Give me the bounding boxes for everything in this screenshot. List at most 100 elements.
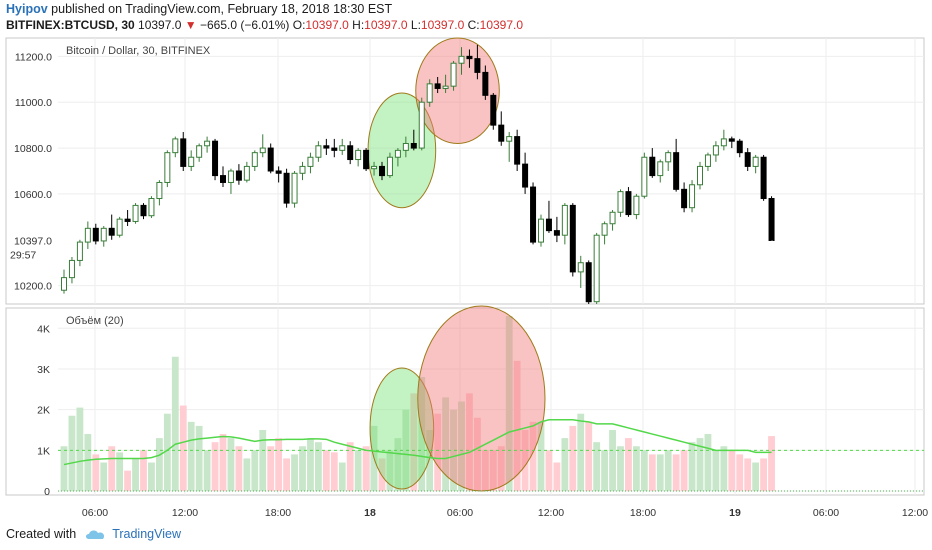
candle-body xyxy=(514,136,521,165)
volume-bar xyxy=(497,446,505,491)
volume-bar xyxy=(481,450,489,491)
close-label: C: xyxy=(467,18,480,32)
volume-bar xyxy=(203,450,211,491)
volume-bar xyxy=(116,452,124,491)
volume-bar xyxy=(513,360,521,491)
volume-bar xyxy=(338,462,346,491)
candle-body xyxy=(100,227,107,242)
candle-body xyxy=(498,124,505,142)
candle-body xyxy=(538,218,544,243)
volume-bar xyxy=(704,434,712,491)
y-tick-label: 2K xyxy=(37,405,50,417)
volume-bar xyxy=(267,446,275,491)
candle-body xyxy=(394,149,401,158)
volume-bar xyxy=(259,429,267,491)
candle-body xyxy=(339,145,346,151)
candle-body xyxy=(760,156,767,200)
candle-body xyxy=(212,140,219,177)
author-name[interactable]: Hyipov xyxy=(6,2,48,16)
y-tick-label: 0 xyxy=(44,486,50,498)
volume-bar xyxy=(474,417,481,491)
volume-bar xyxy=(362,446,370,491)
volume-bar xyxy=(68,415,76,491)
candle-body xyxy=(704,154,711,167)
candle-body xyxy=(697,165,703,186)
volume-bar xyxy=(211,442,219,491)
candle-body xyxy=(649,156,656,177)
candle-body xyxy=(371,165,378,170)
volume-bar xyxy=(752,462,760,491)
candle-body xyxy=(204,140,211,147)
volume-ma-line xyxy=(63,419,772,466)
candle-body xyxy=(220,175,226,183)
candle-body xyxy=(164,152,171,183)
volume-bar xyxy=(354,450,362,491)
volume-bar xyxy=(275,438,283,491)
volume-pane-title: Объём (20) xyxy=(66,315,124,327)
candle-body xyxy=(450,62,457,87)
candle-body xyxy=(768,198,775,241)
candle-body xyxy=(402,142,409,151)
candle-body xyxy=(736,140,743,154)
candle-body xyxy=(227,170,234,183)
candle-body xyxy=(506,136,513,142)
volume-bar xyxy=(537,421,545,491)
candle-body xyxy=(577,262,584,273)
candle-body xyxy=(752,156,759,167)
candle-body xyxy=(124,218,131,222)
y-tick-label: 11000.0 xyxy=(15,97,52,109)
candle-body xyxy=(665,152,672,163)
x-tick-label: 18:00 xyxy=(630,507,656,519)
volume-bar xyxy=(187,421,195,491)
x-tick-label: 12:00 xyxy=(172,507,198,519)
triangle-down-icon: ▼ xyxy=(184,18,197,32)
tradingview-brand[interactable]: TradingView xyxy=(84,527,181,541)
candle-body xyxy=(172,138,179,154)
volume-bar xyxy=(219,434,227,491)
volume-bar xyxy=(299,446,306,491)
volume-bar xyxy=(251,450,259,491)
candle-body xyxy=(259,147,266,154)
open-value: 10397.0 xyxy=(305,18,349,32)
volume-bar xyxy=(458,401,465,491)
candle-body xyxy=(442,85,449,89)
candle-body xyxy=(466,55,473,60)
countdown-label: 29:57 xyxy=(10,249,36,261)
candle-body xyxy=(410,142,417,149)
close-value: 10397.0 xyxy=(479,18,524,32)
volume-bar xyxy=(633,446,640,491)
x-tick-label: 06:00 xyxy=(447,507,473,519)
volume-bar xyxy=(545,450,553,491)
candle-body xyxy=(657,161,664,177)
x-tick-label: 12:00 xyxy=(538,507,564,519)
candle-body xyxy=(482,71,489,96)
volume-bar xyxy=(195,425,203,491)
candle-body xyxy=(275,170,282,174)
candle-body xyxy=(84,227,91,243)
volume-bar xyxy=(100,462,108,491)
candle-body xyxy=(331,147,338,151)
y-tick-label: 11200.0 xyxy=(15,51,52,63)
volume-bar xyxy=(521,429,529,491)
candle-body xyxy=(180,138,187,167)
candle-body xyxy=(522,163,529,188)
volume-bar xyxy=(124,470,131,491)
candle-body xyxy=(625,191,632,216)
brand-name: TradingView xyxy=(112,527,181,541)
y-tick-label: 10600.0 xyxy=(14,189,52,201)
volume-bar xyxy=(664,450,672,491)
volume-bar xyxy=(410,393,418,491)
candle-body xyxy=(116,218,123,236)
candle-body xyxy=(593,234,600,303)
y-tick-label: 3K xyxy=(37,364,50,376)
x-tick-label: 18:00 xyxy=(265,507,291,519)
x-tick-label: 12:00 xyxy=(902,507,928,519)
volume-bar xyxy=(680,450,688,491)
volume-bar xyxy=(736,454,744,491)
candle-body xyxy=(530,186,537,243)
volume-bar xyxy=(688,442,696,491)
candle-body xyxy=(347,145,354,161)
candle-body xyxy=(561,204,568,236)
volume-bar xyxy=(585,421,593,491)
